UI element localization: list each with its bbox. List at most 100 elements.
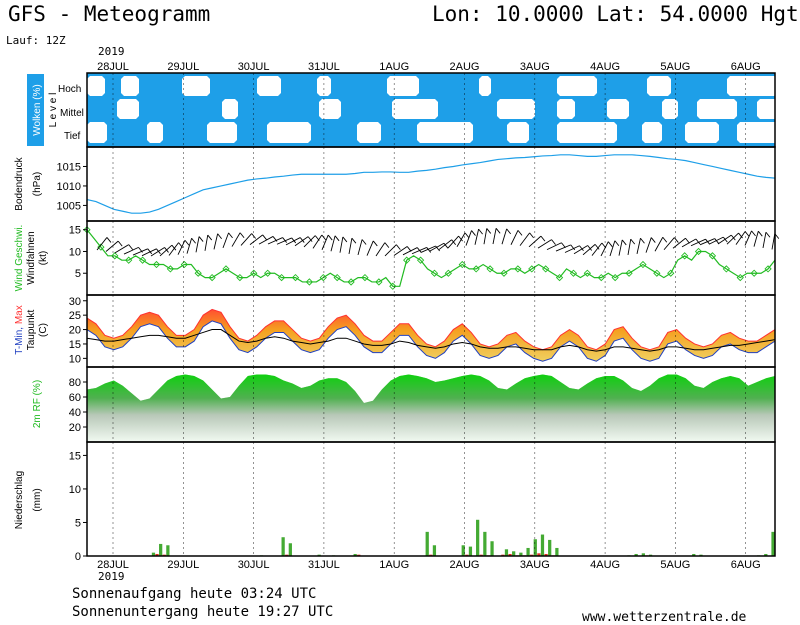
- x-tick-label-top: 6AUG: [731, 61, 761, 73]
- wind-point: [764, 265, 772, 273]
- humidity-area: [87, 374, 775, 442]
- precip-tick-label: 10: [69, 484, 81, 496]
- dewpoint-line: [86, 329, 776, 352]
- cloud-patch: [557, 99, 575, 119]
- wind-point: [305, 278, 314, 286]
- wind-barb-feather: [334, 235, 340, 242]
- wind-barb: [339, 236, 344, 253]
- wind-barb-feather: [171, 244, 177, 251]
- wind-barb: [564, 245, 580, 253]
- wind-barb: [132, 248, 148, 256]
- precip-bar: [155, 553, 159, 556]
- wind-barb: [366, 240, 374, 256]
- cloud-ylabel: Wolken (%): [32, 84, 43, 136]
- wind-barb-feather: [217, 233, 222, 240]
- wind-barb-feather: [372, 240, 378, 247]
- cloud-level-mid: Mittel: [60, 108, 84, 119]
- cloud-patch: [685, 122, 719, 143]
- wind-barb: [321, 234, 329, 250]
- wind-point: [514, 265, 522, 273]
- x-tick-label-top: 31JUL: [308, 61, 340, 73]
- wind-tick-label: 5: [75, 268, 81, 280]
- wind-barb: [690, 238, 706, 247]
- cloud-patch: [392, 99, 438, 119]
- cloud-level-axis-label: L e v e l: [48, 93, 59, 128]
- cloud-patch: [222, 99, 238, 119]
- wind-point: [138, 256, 147, 264]
- wind-barb: [159, 244, 173, 257]
- wind-point: [361, 273, 369, 282]
- x-tick-label-top: 2AUG: [450, 61, 480, 73]
- precip-bar: [508, 553, 512, 556]
- wind-point: [416, 256, 425, 264]
- x-tick-label-bottom: 31JUL: [308, 559, 340, 571]
- humidity-tick-label: 80: [69, 377, 81, 389]
- wind-barb: [762, 232, 767, 249]
- sunset-text: Sonnenuntergang heute 19:27 UTC: [72, 604, 334, 620]
- temperature-tick-label: 25: [69, 310, 81, 322]
- temperature-max-line: [86, 308, 776, 351]
- wind-point: [639, 260, 647, 269]
- wind-point: [250, 269, 258, 277]
- wind-barb: [357, 239, 363, 256]
- wind-barb: [204, 235, 209, 251]
- wind-barb-feather: [342, 236, 348, 243]
- wind-barb-feather: [506, 228, 512, 235]
- cloud-patch: [87, 76, 105, 96]
- wind-barb: [285, 237, 301, 246]
- wind-barb-feather: [128, 244, 134, 250]
- precip-bar: [490, 541, 494, 556]
- wind-point: [694, 247, 703, 256]
- precip-frame: [86, 441, 776, 557]
- precip-bar: [159, 543, 163, 556]
- wind-barb: [114, 244, 129, 254]
- wind-barb: [573, 245, 588, 255]
- precip-bar: [483, 531, 487, 556]
- wind-barb: [105, 240, 119, 252]
- precip-bar: [288, 543, 292, 556]
- wind-barb: [672, 237, 686, 249]
- wind-barb: [474, 229, 480, 245]
- wind-barb-feather: [282, 237, 287, 243]
- wind-barb: [600, 241, 609, 257]
- wind-barb-feather: [117, 240, 123, 247]
- cloud-level-high: Hoch: [58, 84, 81, 95]
- wind-point: [97, 243, 105, 251]
- wind-point: [222, 265, 230, 273]
- wind-barb: [465, 230, 472, 246]
- x-tick-label-top: 28JUL: [97, 61, 129, 73]
- temperature-unit: (C): [38, 323, 49, 337]
- wind-point: [583, 269, 592, 277]
- x-tick-label-bottom: 30JUL: [238, 559, 270, 571]
- x-tick-label-top: 29JUL: [167, 61, 199, 73]
- precip-bar: [764, 553, 768, 556]
- wind-point: [625, 269, 633, 277]
- x-tick-label-bottom: 1AUG: [379, 559, 409, 571]
- x-tick-label-bottom: 28JUL: [97, 559, 129, 571]
- temperature-ylabel: T-Min, Max: [14, 305, 25, 354]
- wind-point: [208, 273, 216, 282]
- wind-barb: [384, 244, 397, 257]
- wind-barb: [627, 239, 632, 255]
- pressure-frame: [86, 146, 776, 222]
- wind-barb-feather: [751, 230, 756, 237]
- wind-barb: [753, 231, 759, 247]
- wind-barb-feather: [551, 239, 556, 245]
- wind-barb: [312, 234, 323, 249]
- wind-barb: [213, 233, 219, 250]
- wind-point: [736, 273, 744, 282]
- wind-ylabel: Wind Geschwi.: [14, 225, 25, 292]
- wind-barb-feather: [361, 239, 367, 245]
- wind-barb: [402, 247, 418, 256]
- wind-point: [236, 273, 244, 282]
- precip-bar: [634, 553, 638, 556]
- wind-point: [347, 278, 355, 286]
- wind-unit: (kt): [38, 251, 49, 265]
- x-tick-label-bottom: 5AUG: [660, 559, 690, 571]
- wind-point: [194, 269, 202, 277]
- cloud-patch: [121, 76, 139, 96]
- wind-barb: [555, 244, 571, 252]
- wind-point: [319, 273, 327, 282]
- temperature-tick-label: 20: [69, 325, 81, 337]
- pressure-tick-label: 1010: [57, 181, 81, 193]
